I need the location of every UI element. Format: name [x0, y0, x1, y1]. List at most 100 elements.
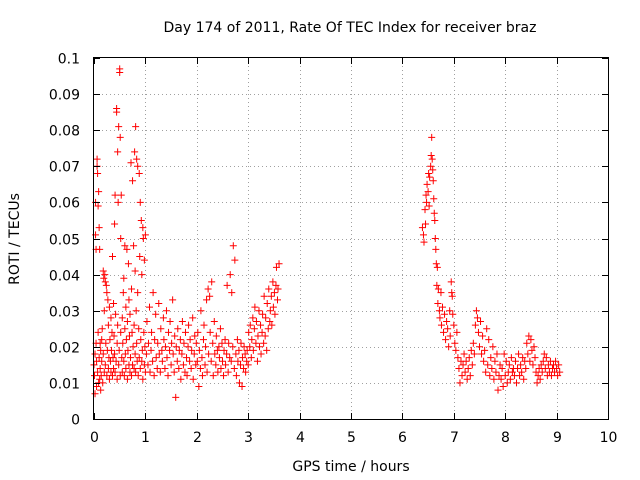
- y-tick-label: 0.1: [58, 52, 80, 68]
- data-point: [169, 296, 177, 304]
- data-point: [121, 325, 129, 333]
- data-point: [133, 155, 141, 163]
- x-tick-label: 3: [244, 430, 253, 446]
- data-point: [436, 314, 444, 322]
- data-point: [213, 346, 221, 354]
- data-point: [202, 343, 210, 351]
- data-point: [198, 354, 206, 362]
- data-point: [137, 216, 145, 224]
- data-point: [146, 368, 154, 376]
- data-point: [422, 191, 430, 199]
- data-point: [155, 350, 163, 358]
- data-point: [431, 235, 439, 242]
- data-point: [208, 278, 216, 286]
- data-point: [226, 354, 234, 362]
- data-point: [429, 166, 437, 174]
- data-point: [183, 372, 191, 380]
- data-point: [135, 354, 143, 362]
- data-point: [166, 346, 174, 354]
- data-point: [94, 328, 102, 336]
- data-point: [180, 339, 188, 347]
- data-point: [505, 361, 513, 369]
- data-point: [244, 361, 252, 369]
- data-point: [448, 289, 456, 297]
- data-point: [113, 375, 121, 383]
- data-point: [126, 310, 134, 318]
- data-point: [488, 364, 496, 372]
- data-point: [206, 292, 214, 300]
- data-point: [158, 346, 166, 354]
- data-point: [214, 368, 222, 376]
- data-point: [256, 343, 264, 351]
- data-point: [141, 343, 149, 351]
- data-point: [100, 368, 108, 376]
- data-point: [168, 339, 176, 347]
- data-point: [554, 372, 562, 380]
- data-point: [473, 314, 481, 322]
- data-point: [94, 368, 102, 376]
- data-point: [220, 372, 228, 380]
- data-point: [427, 151, 435, 159]
- data-point: [188, 346, 196, 354]
- data-point: [101, 361, 109, 369]
- data-point: [490, 375, 498, 383]
- data-point: [195, 346, 203, 354]
- data-point: [131, 267, 139, 275]
- axis-ticks: [94, 58, 609, 420]
- data-point: [229, 242, 237, 250]
- data-point: [136, 198, 144, 206]
- data-point: [129, 343, 137, 351]
- data-point: [93, 383, 101, 391]
- data-point: [96, 375, 104, 383]
- data-point: [227, 357, 235, 365]
- data-point: [419, 231, 427, 239]
- data-point: [196, 364, 204, 372]
- data-point: [246, 343, 254, 351]
- y-tick-label: 0.04: [49, 269, 80, 285]
- data-point: [449, 310, 457, 318]
- data-point: [476, 343, 483, 351]
- data-point: [266, 318, 274, 326]
- y-tick-label: 0: [71, 413, 80, 429]
- data-point: [447, 278, 455, 286]
- data-point: [124, 346, 132, 354]
- data-point: [131, 148, 139, 156]
- data-point: [539, 357, 547, 365]
- data-point: [538, 368, 546, 376]
- data-point: [472, 307, 480, 315]
- data-point: [157, 325, 165, 333]
- data-point: [206, 328, 214, 336]
- data-point: [191, 332, 199, 340]
- data-point: [120, 357, 128, 365]
- data-point: [446, 307, 454, 315]
- data-point: [252, 318, 260, 326]
- data-point: [138, 346, 146, 354]
- data-point: [433, 281, 441, 289]
- data-point: [462, 357, 470, 365]
- data-point: [215, 354, 223, 362]
- data-point: [453, 328, 461, 336]
- data-point: [99, 350, 107, 358]
- y-tick-label: 0.05: [49, 233, 80, 249]
- data-point: [452, 346, 460, 354]
- data-point: [229, 343, 237, 351]
- data-point: [209, 339, 217, 347]
- data-point: [187, 364, 195, 372]
- data-point: [102, 281, 110, 289]
- data-point: [176, 336, 184, 344]
- data-point: [99, 379, 107, 387]
- data-point: [242, 368, 250, 376]
- data-point: [199, 336, 207, 344]
- data-point: [150, 372, 158, 380]
- data-point: [552, 357, 560, 365]
- data-point: [201, 361, 209, 369]
- data-point: [94, 202, 102, 210]
- data-point: [517, 361, 525, 369]
- data-point: [175, 364, 183, 372]
- data-point: [470, 350, 478, 358]
- data-point: [240, 364, 248, 372]
- data-point: [211, 350, 219, 358]
- data-point: [269, 278, 277, 286]
- data-point: [478, 350, 486, 358]
- data-point: [200, 321, 208, 329]
